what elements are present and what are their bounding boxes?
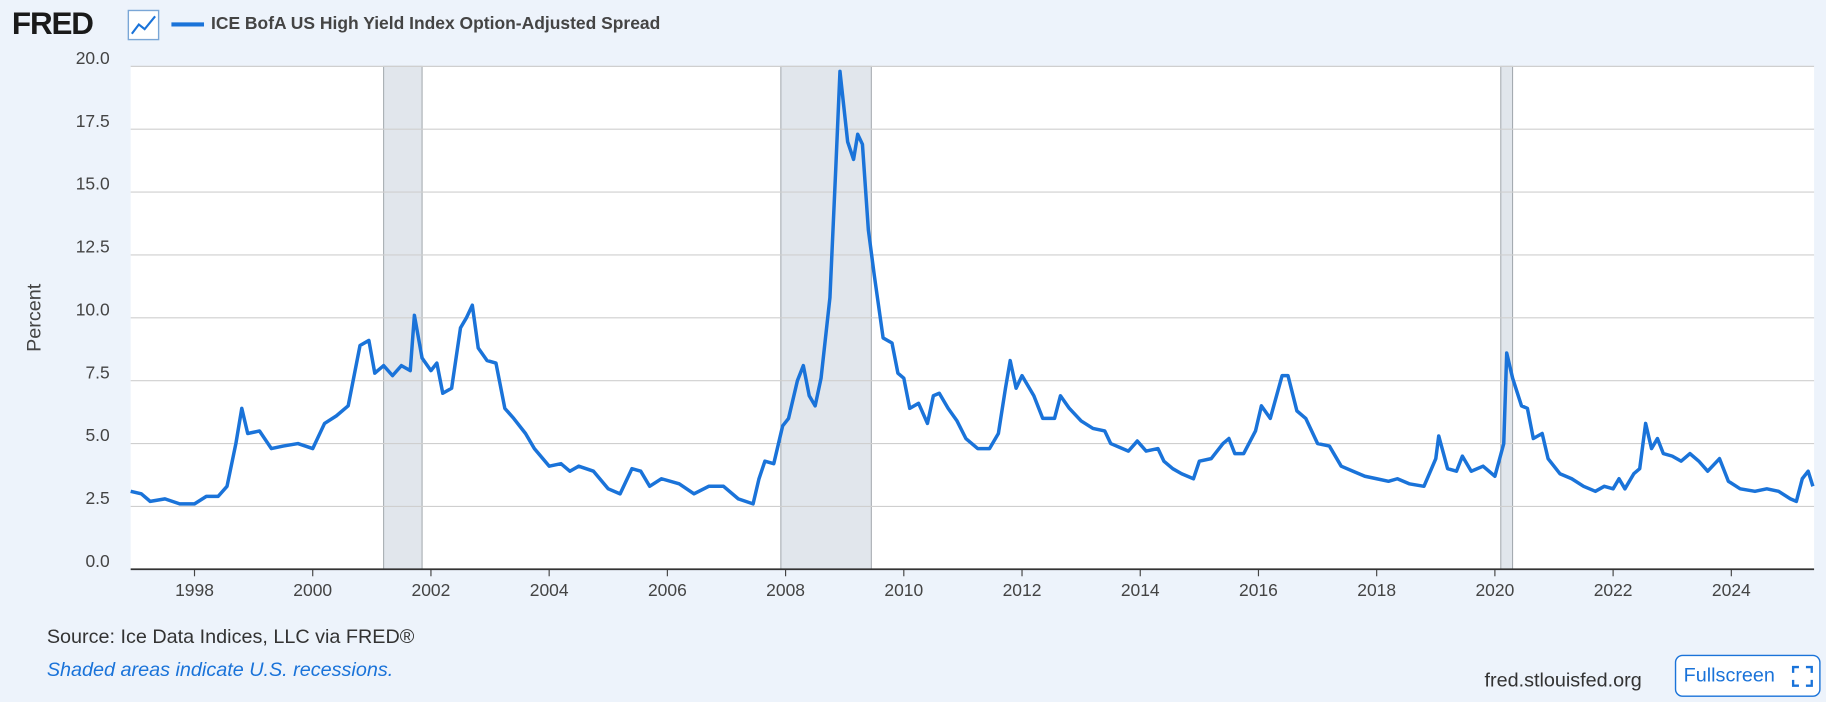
chart-icon xyxy=(127,9,160,41)
x-tick-label: 2002 xyxy=(412,580,451,600)
y-tick-label: 2.5 xyxy=(85,488,109,508)
y-tick-label: 7.5 xyxy=(85,362,109,382)
x-tick-label: 2010 xyxy=(884,580,923,600)
recession-note: Shaded areas indicate U.S. recessions. xyxy=(47,659,393,681)
y-tick-label: 0.0 xyxy=(85,551,110,571)
x-tick-label: 2014 xyxy=(1121,580,1160,600)
x-tick-label: 2006 xyxy=(648,580,687,600)
x-tick-label: 2024 xyxy=(1712,580,1751,600)
brand-logo: FRED xyxy=(12,6,93,41)
y-tick-label: 5.0 xyxy=(85,425,110,445)
x-tick-label: 2022 xyxy=(1594,580,1633,600)
button-label[interactable]: Fullscreen xyxy=(1684,665,1775,687)
x-tick-label: 2018 xyxy=(1357,580,1396,600)
button-icon[interactable] xyxy=(1791,665,1813,687)
y-tick-label: 15.0 xyxy=(76,174,110,194)
x-tick-label: 2012 xyxy=(1003,580,1042,600)
source: Source: Ice Data Indices, LLC via FRED® xyxy=(47,626,415,648)
y-tick-label: 17.5 xyxy=(76,111,110,131)
legend-label: ICE BofA US High Yield Index Option-Adju… xyxy=(211,13,660,33)
x-tick-label: 2016 xyxy=(1239,580,1278,600)
y-tick-label: 20.0 xyxy=(76,48,110,68)
series-line xyxy=(130,69,1815,506)
site-link[interactable]: fred.stlouisfed.org xyxy=(1485,669,1642,691)
x-tick-label: 2020 xyxy=(1475,580,1514,600)
plot-layer xyxy=(130,65,1815,577)
y-tick-label: 10.0 xyxy=(76,299,110,319)
x-tick-label: 2004 xyxy=(530,580,569,600)
x-tick-label: 2008 xyxy=(766,580,805,600)
fullscreen-button[interactable]: Fullscreen xyxy=(1674,654,1821,697)
x-tick-label: 1998 xyxy=(175,580,214,600)
y-axis-label: Percent xyxy=(23,283,45,352)
y-tick-label: 12.5 xyxy=(76,237,110,257)
button-frame[interactable] xyxy=(1674,654,1821,697)
x-tick-label: 2000 xyxy=(293,580,332,600)
